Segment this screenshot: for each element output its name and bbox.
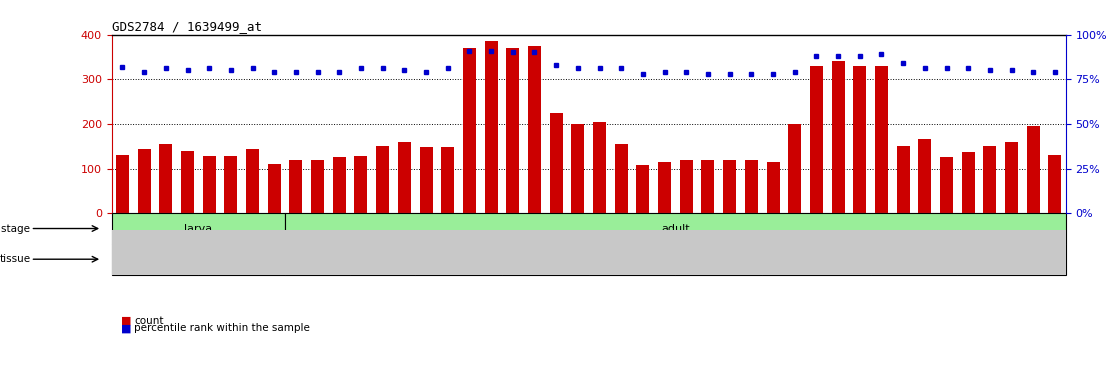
Bar	[918, 139, 932, 213]
Bar	[675, 244, 762, 275]
Bar	[355, 156, 367, 213]
Bar	[203, 156, 215, 213]
Bar	[1027, 126, 1040, 213]
Text: head: head	[709, 255, 730, 264]
Bar	[940, 157, 953, 213]
Bar	[112, 244, 199, 275]
Bar	[571, 124, 585, 213]
Text: larva: larva	[184, 223, 212, 233]
Text: whole animal: whole animal	[983, 255, 1040, 264]
Bar	[831, 61, 845, 213]
Text: testes: testes	[901, 255, 927, 264]
Bar	[762, 244, 870, 275]
Bar	[958, 244, 1066, 275]
Bar	[285, 244, 350, 275]
Bar	[137, 149, 151, 213]
Bar	[333, 157, 346, 213]
Text: ovary: ovary	[805, 255, 828, 264]
Bar	[507, 48, 519, 213]
Bar	[224, 156, 238, 213]
Bar	[875, 66, 888, 213]
Text: fat body: fat body	[137, 255, 172, 264]
Bar	[615, 144, 627, 213]
Bar	[160, 144, 172, 213]
Bar	[744, 161, 758, 213]
Bar	[593, 122, 606, 213]
Bar	[246, 149, 259, 213]
Bar	[181, 151, 194, 213]
Bar	[896, 146, 910, 213]
Text: tissue: tissue	[0, 254, 30, 264]
Text: crops: crops	[620, 255, 644, 264]
Bar	[397, 142, 411, 213]
Bar	[870, 244, 958, 275]
Bar	[112, 213, 285, 244]
Bar	[463, 48, 475, 213]
Bar	[767, 162, 779, 213]
Text: tubule: tubule	[228, 255, 256, 264]
Bar	[983, 146, 997, 213]
Bar	[441, 147, 454, 213]
Bar	[702, 160, 714, 213]
Bar	[550, 113, 562, 213]
Bar	[680, 161, 693, 213]
Bar	[415, 244, 502, 275]
Text: percentile rank within the sample: percentile rank within the sample	[134, 323, 310, 333]
Bar	[1048, 155, 1061, 213]
Bar	[502, 244, 589, 275]
Bar	[636, 165, 650, 213]
Bar	[311, 161, 324, 213]
Bar	[788, 124, 801, 213]
Bar	[116, 155, 129, 213]
Bar	[589, 244, 675, 275]
Text: ■: ■	[121, 323, 131, 333]
Bar	[376, 146, 389, 213]
Bar	[810, 66, 822, 213]
Text: ■: ■	[121, 316, 131, 326]
Text: adult: adult	[661, 223, 690, 233]
Bar	[1006, 142, 1018, 213]
Bar	[854, 66, 866, 213]
Bar	[484, 41, 498, 213]
Bar	[289, 160, 302, 213]
Text: brain: brain	[535, 255, 556, 264]
Bar	[350, 244, 415, 275]
Text: count: count	[134, 316, 163, 326]
Bar	[723, 161, 737, 213]
Bar	[658, 162, 671, 213]
Text: accessory gland: accessory gland	[424, 255, 492, 264]
Bar	[285, 213, 1066, 244]
Bar	[268, 164, 281, 213]
Bar	[199, 244, 285, 275]
Text: hind gut: hind gut	[300, 255, 335, 264]
Text: development stage: development stage	[0, 223, 30, 233]
Bar	[962, 152, 974, 213]
Text: mid gut: mid gut	[366, 255, 398, 264]
Bar	[528, 46, 541, 213]
Bar	[420, 147, 433, 213]
Text: GDS2784 / 1639499_at: GDS2784 / 1639499_at	[112, 20, 261, 33]
